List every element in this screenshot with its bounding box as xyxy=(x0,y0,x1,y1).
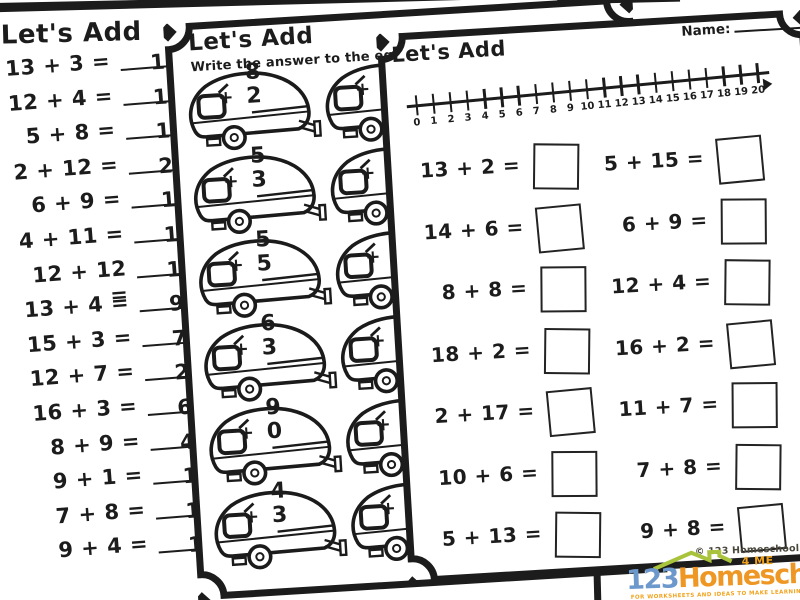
camper-bottom-number: 5 xyxy=(255,250,273,277)
tick-label: 18 xyxy=(716,87,732,101)
logo-123: 123 xyxy=(625,563,679,597)
plus-sign: + xyxy=(380,497,397,520)
answer-box xyxy=(720,197,767,245)
answer-box xyxy=(724,259,771,306)
camper-bottom-number: 3 xyxy=(261,334,278,361)
equation-label: 11 + 7 = xyxy=(617,391,720,422)
equation-column-right: 5 + 15 = 6 + 9 = 12 + 4 = 16 + 2 = 11 + … xyxy=(595,134,788,581)
plus-sign: + xyxy=(243,505,260,528)
camper-bottom-number: 2 xyxy=(245,83,263,110)
plus-sign: + xyxy=(369,329,387,352)
tick-label: 10 xyxy=(580,100,596,113)
answer-box xyxy=(532,143,580,190)
answer-box xyxy=(735,443,782,490)
tick-label: 4 xyxy=(481,110,490,123)
plus-sign: + xyxy=(222,170,240,193)
equation-label: 8 + 8 = xyxy=(440,275,529,305)
camper-top-number: 5 xyxy=(249,143,267,170)
plus-sign: + xyxy=(354,78,371,101)
camper-top-number: 6 xyxy=(259,310,277,337)
tick-label: 17 xyxy=(699,89,715,102)
camper-problem: 6 + 3 xyxy=(194,310,339,407)
worksheet-title: Let's Add xyxy=(0,16,143,51)
plus-sign: + xyxy=(233,338,250,360)
tick-label: 14 xyxy=(648,94,664,107)
plus-sign: + xyxy=(238,421,255,444)
equation-label: 12 + 4 = xyxy=(610,268,712,299)
answer-box xyxy=(551,450,598,497)
tick-label: 11 xyxy=(597,99,613,112)
equation-label: 13 + 2 = xyxy=(419,152,521,183)
equation-label: 5 + 15 = xyxy=(603,145,705,176)
camper-top-number: 4 xyxy=(269,478,287,505)
tick-label: 7 xyxy=(532,105,541,118)
answer-box xyxy=(540,266,587,313)
camper-problem: 5 + 3 xyxy=(184,143,329,239)
tick-label: 19 xyxy=(733,86,749,99)
camper-top-number: 8 xyxy=(244,59,261,86)
tick-label: 6 xyxy=(515,107,524,120)
tick-label: 9 xyxy=(566,102,575,115)
camper-bottom-number: 3 xyxy=(250,166,268,193)
answer-box xyxy=(725,318,777,369)
plus-sign: + xyxy=(375,413,392,436)
tick-label: 8 xyxy=(549,104,558,116)
equation-label: 2 + 17 = xyxy=(433,398,536,429)
tick-label: 16 xyxy=(682,90,698,104)
camper-problem: 9 + 0 xyxy=(199,394,344,491)
tick-label: 5 xyxy=(498,109,507,121)
tick-label: 13 xyxy=(631,95,647,109)
equation-label: 18 + 2 = xyxy=(430,336,532,367)
tick-label: 3 xyxy=(464,112,473,124)
answer-box xyxy=(554,511,602,559)
tick-label: 15 xyxy=(665,92,681,105)
equation-label: 7 + 8 = xyxy=(635,452,723,482)
tick-label: 2 xyxy=(447,113,456,126)
equation-row: 5 + 13 = xyxy=(433,511,603,588)
camper-problem: 8 + 2 xyxy=(179,59,324,156)
plus-sign: + xyxy=(217,86,235,109)
plus-sign: + xyxy=(359,162,376,184)
equation-label: 9 + 8 = xyxy=(639,514,727,544)
equation-label: 14 + 6 = xyxy=(422,214,525,245)
answer-box xyxy=(543,327,591,374)
tick-label: 20 xyxy=(750,84,766,97)
camper-top-number: 5 xyxy=(254,227,272,253)
name-label: Name: xyxy=(680,20,731,40)
answer-box xyxy=(715,134,766,185)
tick-label: 12 xyxy=(614,97,630,110)
page-right: Let's Add Name: 0 1 2 3 4 5 6 7 8 9 10 1… xyxy=(376,8,800,588)
number-line-tick: 20 xyxy=(747,60,768,103)
plus-sign: + xyxy=(228,254,245,277)
answer-box xyxy=(731,382,778,429)
camper-problem: 4 + 3 xyxy=(205,478,350,575)
tick-label: 0 xyxy=(412,117,421,129)
camper-top-number: 9 xyxy=(264,394,282,421)
camper-bottom-number: 3 xyxy=(271,502,289,529)
tick-label: 1 xyxy=(430,115,438,128)
publisher-branding: © 123 Homeschool 4 ME 123Homeschool FOR … xyxy=(625,543,800,600)
equation-label: 5 + 13 = xyxy=(441,521,543,551)
equation-label: 10 + 6 = xyxy=(437,459,539,490)
answer-box xyxy=(534,202,585,254)
equation-label: 6 + 9 = xyxy=(621,207,709,237)
camper-bottom-number: 0 xyxy=(266,418,283,445)
answer-box xyxy=(545,387,596,438)
plus-sign: + xyxy=(364,245,382,268)
camper-problem: 5 + 5 xyxy=(189,227,334,323)
logo-roof-icon xyxy=(653,549,733,571)
equation-column-left: 13 + 2 = 14 + 6 = 8 + 8 = 18 + 2 = 2 + 1… xyxy=(411,143,603,588)
equation-label: 16 + 2 = xyxy=(614,329,716,360)
